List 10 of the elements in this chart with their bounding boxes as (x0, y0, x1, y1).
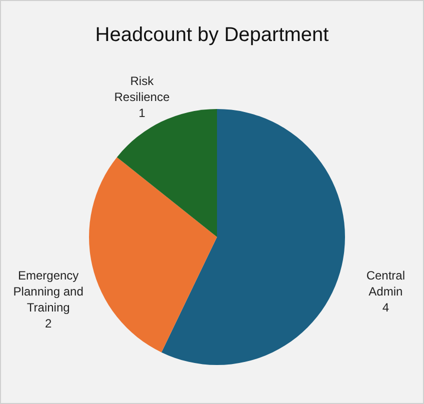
data-label: 4 (382, 300, 390, 314)
slice-label: Central Admin (366, 268, 406, 298)
data-label: 1 (138, 106, 146, 120)
chart-title: Headcount by Department (95, 24, 330, 46)
pie-slice (161, 109, 345, 365)
pie-slice (89, 157, 217, 352)
slice-label: Risk Resilience (114, 74, 170, 104)
slice-label: Emergency Planning and Training (13, 268, 84, 314)
data-label: 2 (44, 316, 52, 330)
pie-slice (116, 109, 217, 237)
